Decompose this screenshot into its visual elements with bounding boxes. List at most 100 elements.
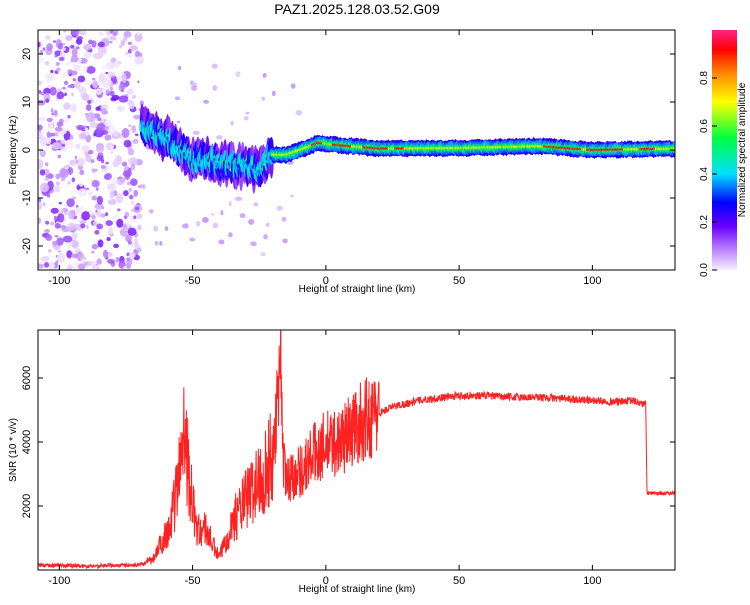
spectrogram-noise-blob [91,250,95,254]
spectrogram-noise-blob [128,194,134,200]
spectrogram-noise-blob [100,165,106,169]
spectrogram-noise-blob [96,223,104,230]
spectrogram-noise-blob [83,51,92,59]
spectrogram-noise-blob [58,209,65,214]
spectrogram-noise-blob [74,80,81,90]
spectrogram-noise-blob [118,95,129,103]
spectrogram-noise-blob [88,192,93,196]
spectrogram-noise-blob [71,177,76,183]
spectrogram-noise-blob [88,210,93,216]
spectrogram-noise-blob [127,41,132,45]
spectrogram-noise-blob [67,181,71,185]
spectrogram-noise-blob [86,66,96,74]
spectrogram-noise-blob [131,200,135,205]
spectrogram-noise-blob [45,220,50,225]
spectrogram-noise-blob [86,225,89,229]
spectrogram-noise-blob [52,40,56,43]
spectrogram-noise-blob [75,143,81,149]
colorbar-tick-label: 0.0 [699,263,710,277]
spectrogram-noise-blob [117,208,121,212]
spectrogram-noise-blob [121,127,130,139]
spectrogram-noise-blob [67,222,76,231]
spectrogram-x-tick-label: -100 [48,275,70,287]
spectrogram-x-tick-label: -50 [185,275,201,287]
spectrogram-noise-blob [253,202,259,207]
spectrogram-noise-blob [119,177,126,183]
spectrogram-noise-blob [105,212,108,217]
spectrogram-noise-blob [69,134,74,140]
spectrogram-noise-blob [129,45,138,51]
spectrogram-noise-blob [75,46,80,50]
spectrogram-noise-blob [133,114,141,120]
snr-x-tick-label: 0 [323,575,329,587]
spectrogram-noise-blob [159,240,163,246]
spectrogram-noise-blob [116,218,124,228]
figure-title: PAZ1.2025.128.03.52.G09 [274,1,440,17]
spectrogram-noise-blob [130,243,134,248]
spectrogram-noise-blob [56,121,64,127]
spectrogram-noise-blob [105,61,115,70]
spectrogram-noise-blob [57,43,64,50]
spectrogram-noise-blob [66,250,73,259]
spectrogram-noise-blob [124,215,127,220]
spectrogram-noise-blob [55,173,61,180]
colorbar: 0.0 0.2 0.4 0.6 0.8 Normalized spectral ampl… [699,30,748,277]
spectrogram-noise-blob [82,66,88,72]
spectrogram-noise-blob [38,99,46,106]
spectrogram-x-label: Height of straight line (km) [299,284,416,295]
spectrogram-noise-blob [85,106,89,109]
spectrogram-noise-blob [113,243,119,249]
spectrogram-noise-blob [230,120,235,126]
spectrogram-noise-blob [100,129,108,135]
spectrogram-noise-blob [93,132,97,137]
spectrogram-noise-blob [67,69,73,75]
spectrogram-noise-blob [177,66,182,70]
spectrogram-noise-blob [43,130,47,135]
spectrogram-noise-blob [105,220,113,227]
spectrogram-noise-blob [192,130,200,135]
spectrogram-noise-blob [131,125,137,133]
spectrogram-noise-blob [290,83,296,89]
spectrogram-noise-blob [53,109,58,115]
spectrogram-noise-blob [38,201,43,211]
spectrogram-noise-blob [87,99,92,105]
spectrogram-noise-blob [100,213,106,218]
spectrogram-noise-blob [126,257,130,261]
spectrogram-noise-blob [84,127,89,131]
spectrogram-noise-blob [44,262,50,268]
spectrogram-noise-blob [50,108,54,113]
spectrogram-noise-blob [202,99,210,104]
snr-y-tick-label: 6000 [21,366,33,390]
spectrogram-noise-blob [89,122,98,129]
spectrogram-noise-blob [137,224,142,231]
spectrogram-noise-blob [66,62,70,66]
spectrogram-noise-blob [56,252,66,263]
spectrogram-noise-blob [81,144,90,153]
spectrogram-noise-blob [109,186,116,193]
spectrogram-noise-blob [104,125,110,130]
spectrogram-noise-blob [50,207,59,214]
spectrogram-noise-blob [235,71,241,78]
spectrogram-noise-blob [107,258,115,264]
spectrogram-noise-blob [78,132,86,140]
spectrogram-noise-blob [116,105,125,113]
spectrogram-noise-blob [54,223,61,229]
snr-x-tick-label: 50 [453,575,465,587]
spectrogram-noise-blob [70,59,75,63]
spectrogram-noise-blob [42,202,46,207]
spectrogram-noise-blob [239,213,246,219]
spectrogram-noise-blob [63,80,69,85]
spectrogram-noise-blob [44,35,51,40]
colorbar-ticks: 0.0 0.2 0.4 0.6 0.8 [699,71,717,277]
spectrogram-noise-blob [72,196,77,200]
spectrogram-noise-blob [94,229,100,235]
spectrogram-noise-blob [72,77,76,82]
colorbar-tick-label: 0.4 [699,167,710,181]
spectrogram-x-ticks: -100 -50 0 50 100 [48,30,602,287]
spectrogram-noise-blob [98,31,104,37]
spectrogram-noise-blob [70,30,80,37]
spectrogram-noise-blob [78,30,87,36]
snr-y-ticks: 2000 4000 6000 [21,366,675,518]
spectrogram-noise-blob [184,223,189,228]
